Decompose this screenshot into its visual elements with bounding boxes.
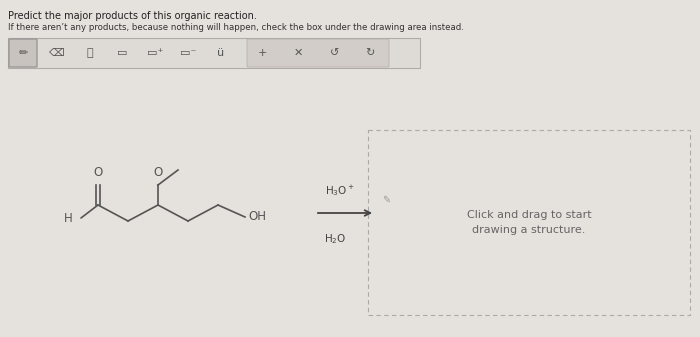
Text: +: + [258, 48, 267, 58]
Text: ▭: ▭ [117, 48, 127, 58]
Text: OH: OH [248, 211, 266, 223]
Text: ▭⁻: ▭⁻ [180, 48, 196, 58]
Text: O: O [93, 166, 103, 179]
Text: ↻: ↻ [365, 48, 375, 58]
Text: O: O [153, 166, 162, 179]
FancyBboxPatch shape [9, 39, 37, 67]
Bar [368, 130, 690, 315]
Text: If there aren’t any products, because nothing will happen, check the box under t: If there aren’t any products, because no… [8, 23, 464, 32]
Text: ✏: ✏ [18, 48, 28, 58]
Text: H$_2$O: H$_2$O [324, 232, 346, 246]
Text: ✎: ✎ [382, 195, 390, 205]
Text: H: H [64, 212, 73, 224]
Text: Predict the major products of this organic reaction.: Predict the major products of this organ… [8, 11, 257, 21]
Text: ✋: ✋ [87, 48, 93, 58]
FancyBboxPatch shape [247, 39, 389, 67]
Text: ✕: ✕ [293, 48, 302, 58]
Text: ▭⁺: ▭⁺ [147, 48, 163, 58]
Text: ⌫: ⌫ [49, 48, 65, 58]
Text: ü: ü [218, 48, 225, 58]
Text: ↺: ↺ [330, 48, 340, 58]
Text: H$_3$O$^+$: H$_3$O$^+$ [325, 183, 355, 198]
Text: Click and drag to start
drawing a structure.: Click and drag to start drawing a struct… [467, 210, 592, 235]
Bar [8, 38, 420, 68]
